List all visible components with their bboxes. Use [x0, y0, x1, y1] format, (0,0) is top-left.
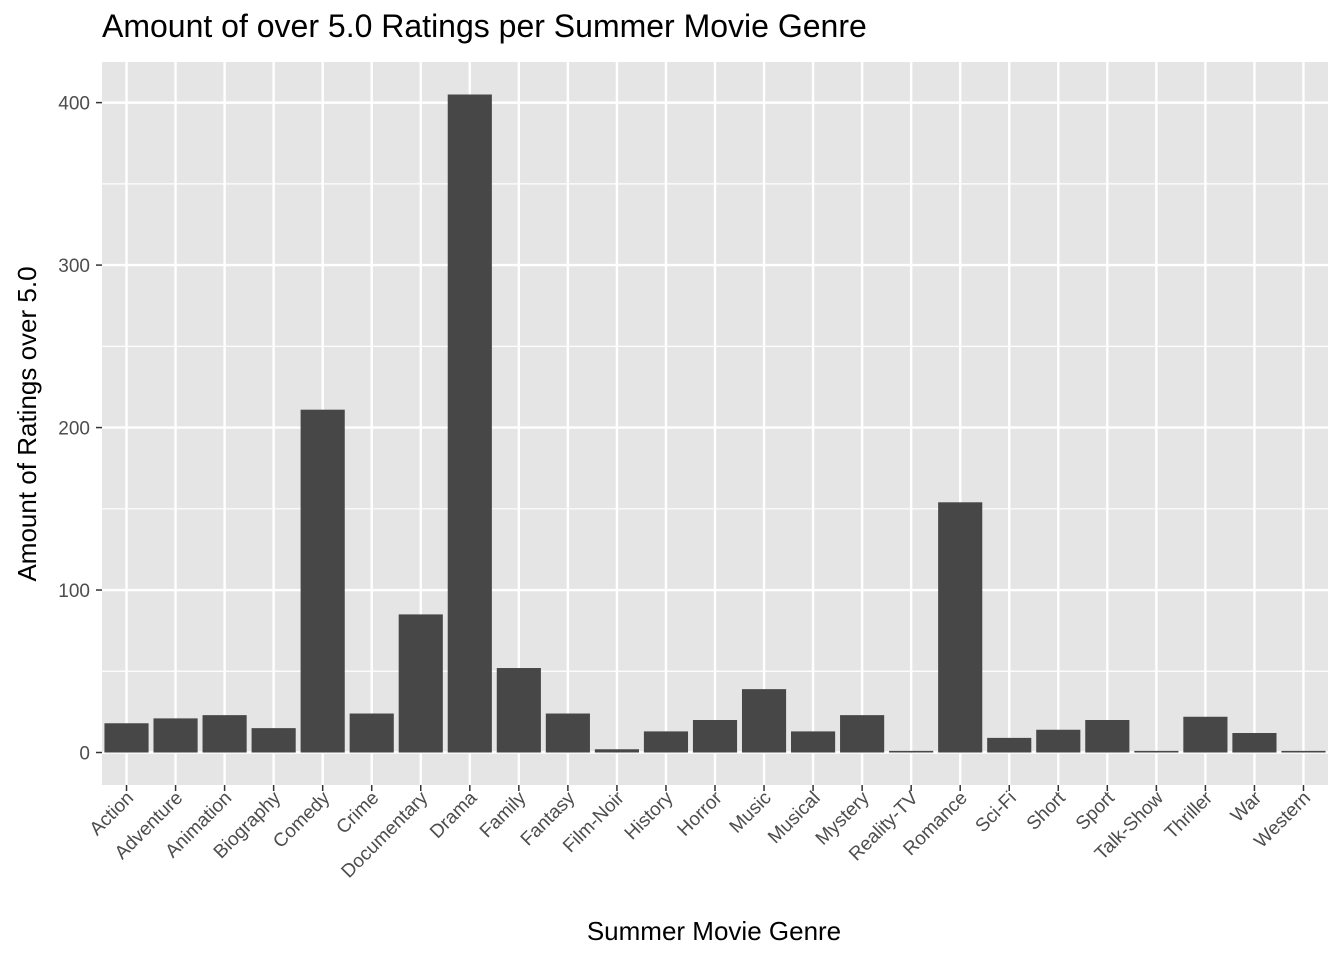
bar-documentary	[398, 614, 443, 753]
bar-sci-fi	[987, 737, 1032, 753]
bar-short	[1036, 729, 1081, 753]
bar-musical	[791, 731, 836, 753]
x-tick-label: Short	[1023, 787, 1070, 834]
x-tick-label: Sci-Fi	[972, 788, 1021, 837]
bar-romance	[938, 502, 983, 753]
x-tick-label: War	[1227, 787, 1266, 826]
y-tick-label: 100	[58, 581, 90, 602]
bar-biography	[251, 728, 296, 753]
bar-war	[1232, 733, 1277, 753]
bar-fantasy	[545, 713, 590, 753]
chart-title: Amount of over 5.0 Ratings per Summer Mo…	[102, 8, 867, 44]
y-axis-title: Amount of Ratings over 5.0	[12, 266, 42, 581]
bar-drama	[447, 94, 492, 753]
x-tick-label: Drama	[426, 787, 481, 842]
y-tick-label: 300	[58, 256, 90, 277]
x-tick-label: History	[621, 787, 678, 844]
bar-film-noir	[594, 749, 639, 753]
y-tick-label: 400	[58, 94, 90, 115]
x-tick-label: Thriller	[1161, 787, 1217, 843]
bar-action	[104, 723, 149, 753]
y-axis: 0 100 200 300 400	[58, 94, 102, 765]
bars	[104, 94, 1326, 753]
bar-history	[643, 731, 689, 753]
bar-comedy	[300, 409, 345, 753]
bar-talk-show	[1134, 750, 1179, 753]
bar-family	[496, 668, 541, 753]
y-tick-label: 200	[58, 419, 90, 440]
x-tick-label: Documentary	[338, 787, 433, 882]
bar-adventure	[153, 718, 198, 753]
x-axis-title: Summer Movie Genre	[587, 916, 841, 946]
bar-thriller	[1183, 716, 1228, 753]
bar-crime	[349, 713, 394, 753]
bar-animation	[202, 715, 247, 753]
bar-reality-tv	[889, 750, 934, 753]
x-axis: ActionAdventureAnimationBiographyComedyC…	[86, 785, 1315, 882]
bar-sport	[1085, 720, 1130, 753]
bar-western	[1281, 750, 1326, 753]
bar-horror	[692, 720, 738, 753]
x-tick-label: Horror	[674, 787, 727, 840]
bar-music	[741, 689, 787, 753]
y-tick-label: 0	[79, 744, 90, 765]
bar-mystery	[840, 715, 885, 753]
